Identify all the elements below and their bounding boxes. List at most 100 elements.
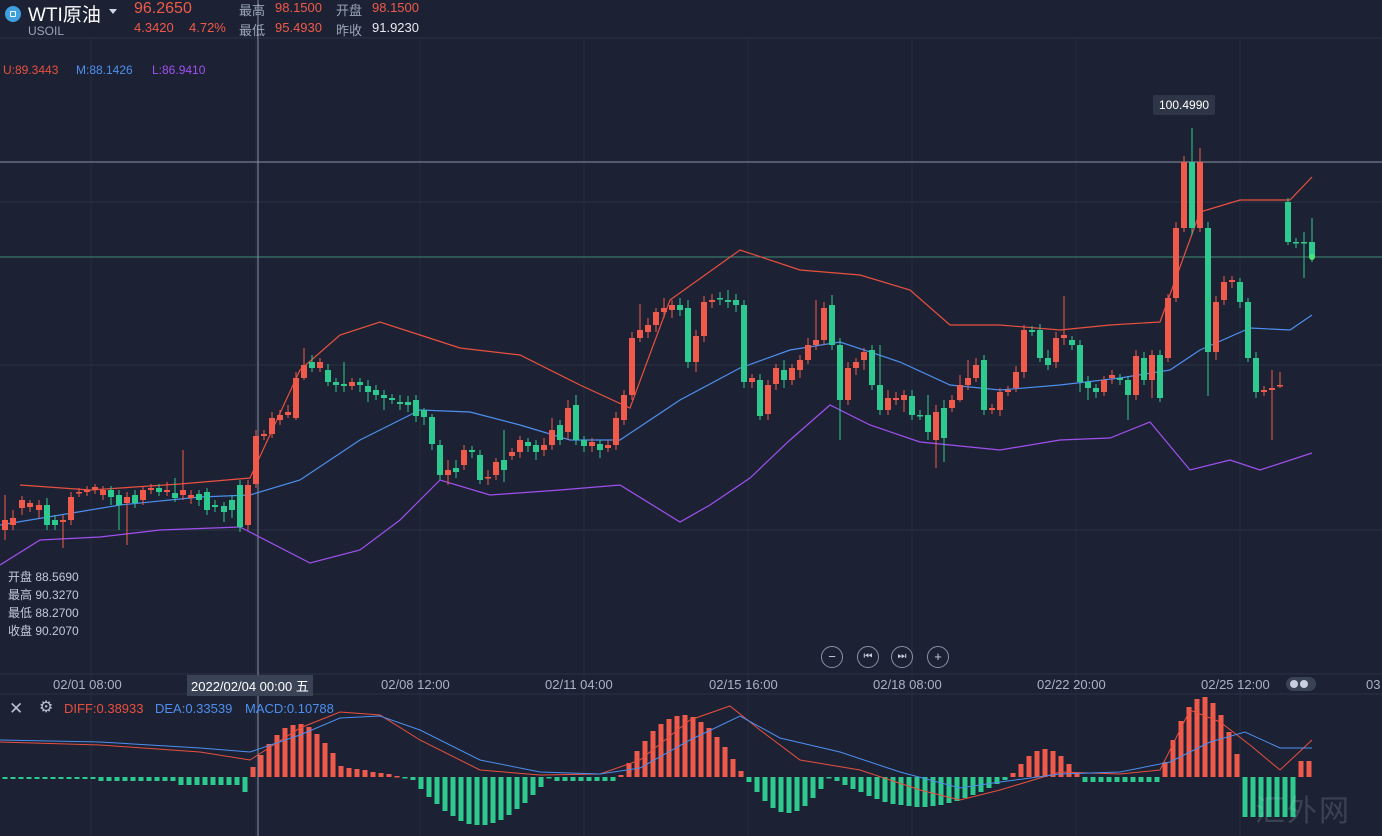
macd-bar [218,777,224,785]
x-axis-label: 02/15 16:00 [709,677,778,692]
macd-bar [1106,777,1112,782]
candle-body [517,440,523,452]
macd-bar [1274,777,1280,817]
macd-bar [642,741,648,777]
macd-bar [818,777,824,789]
macd-bar [810,777,816,798]
candle-body [1253,358,1259,392]
candle-body [997,392,1003,410]
macd-bar [1290,777,1296,817]
candle-body [1005,390,1011,392]
candle-body [325,370,331,382]
candle-body [237,485,243,527]
candle-body [981,360,987,410]
x-axis-label: 02/08 12:00 [381,677,450,692]
candle-body [597,444,603,450]
scroll-end-button[interactable]: ⏭ [891,646,913,668]
candle-body [84,490,90,492]
candle-body [725,300,731,302]
candle-body [589,442,595,446]
macd-bar [562,777,568,781]
macd-bar [1154,777,1160,782]
macd-bar [1114,777,1120,782]
instrument-title[interactable]: WTI原油 [28,5,101,26]
candle-body [877,385,883,410]
macd-bar [770,777,776,808]
candle-body [180,490,186,495]
candle-body [917,415,923,417]
boll-middle-line [0,314,1313,526]
last-price: 96.2650 [134,0,192,17]
candle-body [661,308,667,312]
candle-body [525,442,531,446]
macd-bar [210,777,216,785]
macd-bar [506,777,512,815]
crosshair-open: 开盘 88.5690 [8,570,79,584]
macd-bar [1042,749,1048,777]
candle-body [533,445,539,452]
candle-body [1277,385,1283,387]
candle-body [821,308,827,340]
candle-body [381,395,387,398]
candle-body [829,305,835,345]
macd-bar [1090,777,1096,782]
macd-bar [922,777,928,807]
macd-bar [754,777,760,792]
candle-body [148,488,154,490]
boll-upper-label: U:89.3443 [3,63,59,77]
candle-body [60,520,66,522]
candle-body [196,494,202,500]
macd-bar [1242,777,1248,817]
close-icon[interactable]: ✕ [9,699,24,718]
macd-bar [250,767,256,777]
chart-mode-toggle[interactable] [1286,677,1316,691]
macd-bar [354,769,360,777]
chevron-down-icon[interactable] [109,9,117,14]
macd-bar [874,777,880,799]
macd-bar [146,777,152,781]
macd-dea-label: DEA:0.33539 [155,701,233,716]
candle-body [733,300,739,305]
macd-bar [682,715,688,777]
macd-bar [602,777,608,781]
settings-icon[interactable]: ⚙ [39,699,54,716]
macd-bar [794,777,800,811]
macd-bar [1298,761,1304,777]
macd-bar [898,777,904,805]
zoom-in-button[interactable]: + [927,646,949,668]
candle-body [501,460,507,470]
candle-body [549,430,555,445]
candle-body [1261,390,1267,392]
macd-bar [594,777,600,781]
macd-bar [674,716,680,777]
macd-bar [1066,764,1072,777]
low-value: 95.4930 [275,20,322,35]
macd-bar [298,724,304,777]
macd-bar [266,744,272,777]
zoom-out-button[interactable]: − [821,646,843,668]
macd-bar [122,777,128,781]
candle-body [1309,242,1315,257]
macd-bar [1202,697,1208,777]
candle-body [813,340,819,345]
candle-body [1093,388,1099,392]
scroll-start-button[interactable]: ⏮ [857,646,879,668]
macd-bar [498,777,504,820]
candle-body [741,305,747,382]
candle-body [701,302,707,336]
candle-body [637,330,643,338]
candle-body [573,405,579,440]
watermark-logo: 汇外网 [1255,794,1351,829]
candle-body [27,503,33,507]
macd-bar [954,777,960,801]
x-axis-label: 02/01 08:00 [53,677,122,692]
candle-body [1197,162,1203,228]
candle-body [36,505,42,510]
candle-body [116,495,122,505]
crosshair-high: 最高 90.3270 [8,588,79,602]
macd-bar [1250,777,1256,817]
candle-body [124,497,130,503]
candle-body [933,412,939,440]
macd-bar [634,751,640,777]
macd-bar [1138,777,1144,782]
